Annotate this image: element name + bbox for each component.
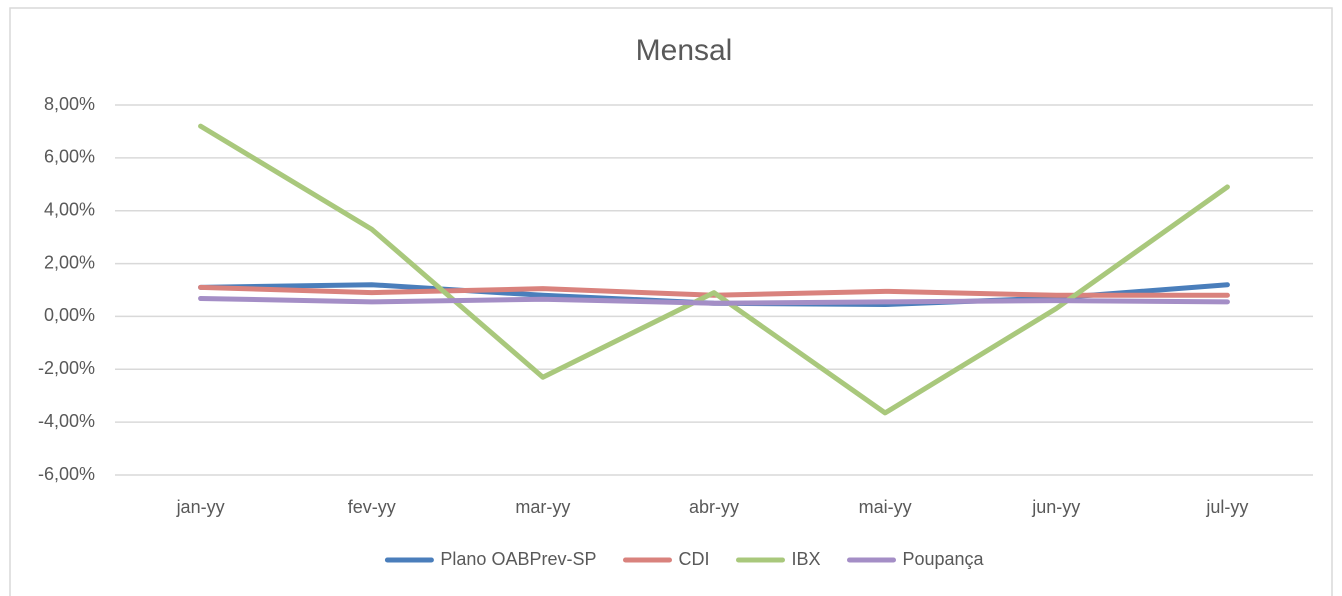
x-tick-label: jun-yy — [1031, 497, 1080, 517]
x-tick-label: fev-yy — [348, 497, 396, 517]
x-tick-label: jan-yy — [176, 497, 225, 517]
legend-label: Poupança — [903, 549, 985, 569]
series-line — [198, 295, 1230, 306]
chart-title: Mensal — [636, 34, 733, 67]
y-tick-label: -6,00% — [38, 464, 95, 484]
x-tick-label: mar-yy — [515, 497, 570, 517]
y-tick-label: 2,00% — [44, 252, 95, 272]
x-tick-label: abr-yy — [689, 497, 739, 517]
legend-label: IBX — [791, 549, 820, 569]
y-tick-label: 4,00% — [44, 199, 95, 219]
series-line — [198, 123, 1230, 416]
x-tick-label: mai-yy — [859, 497, 912, 517]
y-tick-label: 0,00% — [44, 305, 95, 325]
x-tick-label: jul-yy — [1205, 497, 1248, 517]
y-tick-label: 8,00% — [44, 94, 95, 114]
y-tick-label: -4,00% — [38, 411, 95, 431]
legend-label: Plano OABPrev-SP — [440, 549, 596, 569]
y-tick-label: -2,00% — [38, 358, 95, 378]
legend-label: CDI — [678, 549, 709, 569]
y-tick-label: 6,00% — [44, 147, 95, 167]
